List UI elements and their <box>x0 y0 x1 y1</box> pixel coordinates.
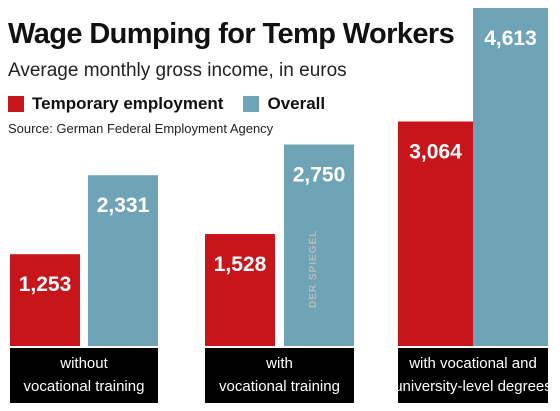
category-label: university-level degrees <box>394 378 552 395</box>
bar-value-label: 3,064 <box>409 140 462 163</box>
bar-overall-1 <box>284 144 354 346</box>
category-label: with vocational and <box>408 355 537 372</box>
bar-overall-2 <box>473 8 548 346</box>
bar-value-label: 4,613 <box>484 27 537 50</box>
category-band-0 <box>10 348 158 403</box>
bar-value-label: 2,331 <box>97 194 150 217</box>
legend: Temporary employment Overall <box>8 94 345 114</box>
legend-label-overall: Overall <box>267 94 326 113</box>
chart-title: Wage Dumping for Temp Workers <box>8 18 455 50</box>
bar-temporary-1 <box>205 234 275 346</box>
category-label: vocational training <box>219 378 340 395</box>
bar-temporary-2 <box>398 121 473 346</box>
bar-temporary-0 <box>10 254 80 346</box>
category-label: with <box>265 355 293 372</box>
category-label: without <box>59 355 108 372</box>
legend-swatch-overall <box>243 96 260 112</box>
source-note: Source: German Federal Employment Agency <box>8 121 274 136</box>
legend-label-temporary: Temporary employment <box>32 94 224 113</box>
category-band-1 <box>205 348 354 403</box>
category-band-2 <box>398 348 548 403</box>
legend-item-overall: Overall <box>243 94 325 114</box>
category-label: vocational training <box>24 378 145 395</box>
bar-overall-0 <box>88 175 158 346</box>
watermark-logo: DER SPIEGEL <box>308 229 319 308</box>
legend-item-temporary: Temporary employment <box>8 94 223 114</box>
legend-swatch-temporary <box>8 96 24 112</box>
chart-subtitle: Average monthly gross income, in euros <box>8 60 347 81</box>
bar-value-label: 2,750 <box>293 164 346 187</box>
bar-value-label: 1,528 <box>214 253 267 276</box>
bar-value-label: 1,253 <box>19 273 72 296</box>
